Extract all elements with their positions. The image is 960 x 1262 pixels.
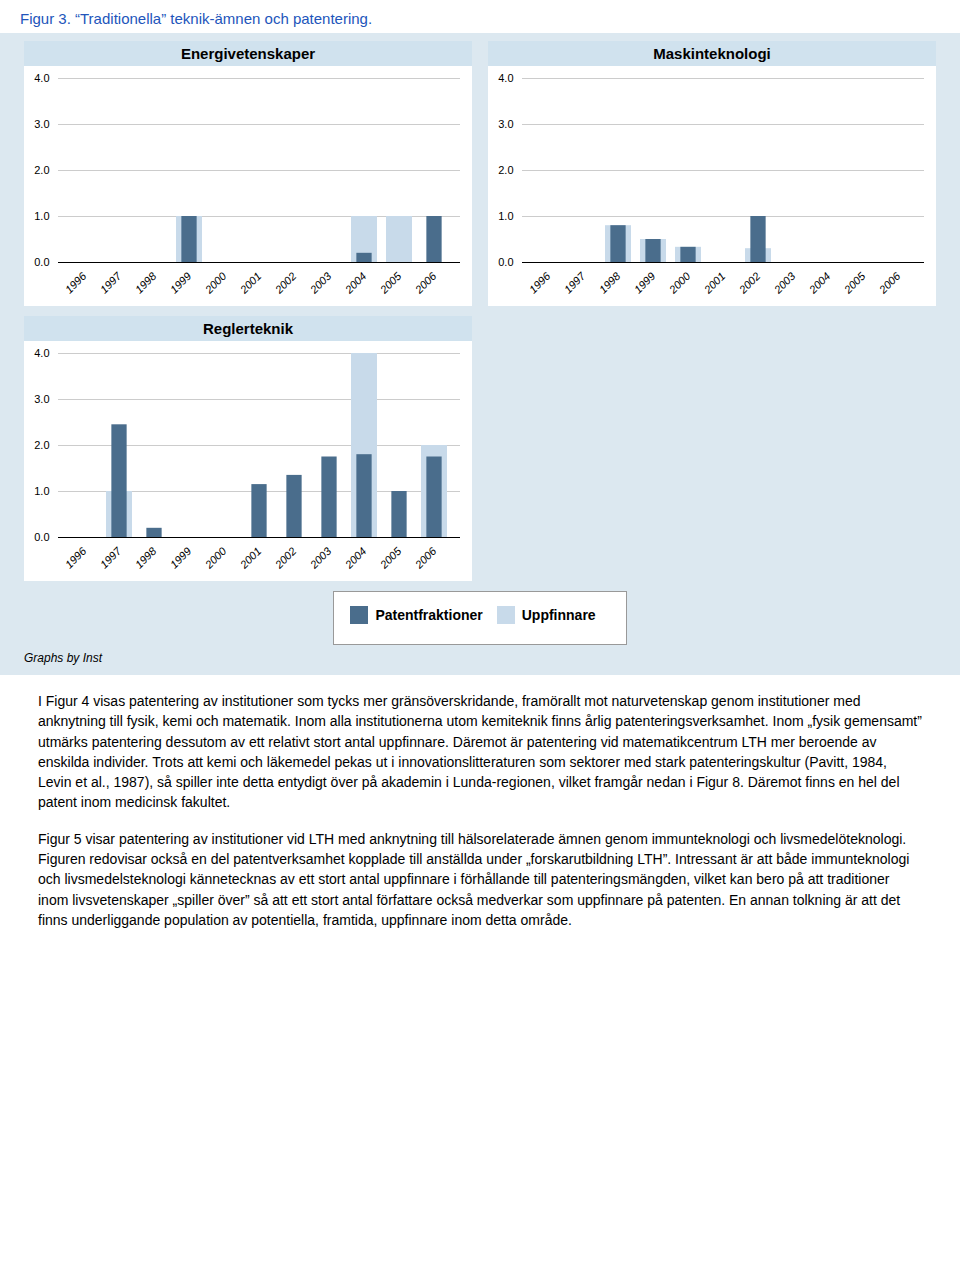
- svg-text:2004: 2004: [342, 545, 369, 572]
- svg-text:2.0: 2.0: [498, 164, 513, 176]
- svg-text:3.0: 3.0: [34, 393, 49, 405]
- svg-text:2003: 2003: [307, 269, 334, 296]
- svg-text:1997: 1997: [98, 544, 124, 570]
- html-text:Uppfinnare: Uppfinnare: [521, 606, 596, 623]
- svg-text:2006: 2006: [412, 269, 439, 296]
- svg-text:4.0: 4.0: [498, 72, 513, 84]
- svg-text:2000: 2000: [666, 269, 693, 296]
- svg-text:2000: 2000: [202, 544, 229, 571]
- svg-text:4.0: 4.0: [34, 72, 49, 84]
- svg-text:1999: 1999: [168, 270, 194, 296]
- html-text:Maskinteknologi: Maskinteknologi: [653, 45, 771, 62]
- svg-text:2005: 2005: [377, 544, 404, 571]
- svg-text:1998: 1998: [597, 269, 623, 295]
- svg-text:1999: 1999: [632, 270, 658, 296]
- svg-text:2001: 2001: [701, 270, 728, 297]
- svg-text:0.0: 0.0: [34, 531, 49, 543]
- svg-text:1996: 1996: [63, 269, 89, 295]
- svg-text:2005: 2005: [377, 269, 404, 296]
- svg-text:0.0: 0.0: [34, 256, 49, 268]
- svg-text:1998: 1998: [133, 269, 159, 295]
- html-text:Figur 3. “Traditionella” tekni: Figur 3. “Traditionella” teknik-ämnen oc…: [20, 10, 373, 27]
- svg-text:1.0: 1.0: [498, 210, 513, 222]
- svg-text:1999: 1999: [168, 545, 194, 571]
- svg-text:2002: 2002: [272, 545, 299, 572]
- html-text:I Figur 4 visas patentering av: I Figur 4 visas patentering av instituti…: [38, 693, 922, 811]
- html-text:Patentfraktioner: Patentfraktioner: [375, 606, 483, 623]
- svg-text:2001: 2001: [237, 545, 264, 572]
- svg-text:1.0: 1.0: [34, 210, 49, 222]
- html-text:Graphs by Inst: Graphs by Inst: [24, 651, 102, 665]
- svg-text:2006: 2006: [876, 269, 903, 296]
- svg-text:2002: 2002: [272, 270, 299, 297]
- svg-text:0.0: 0.0: [498, 256, 513, 268]
- svg-text:2006: 2006: [412, 544, 439, 571]
- svg-text:3.0: 3.0: [498, 118, 513, 130]
- svg-text:2001: 2001: [237, 270, 264, 297]
- svg-text:1998: 1998: [133, 544, 159, 570]
- svg-text:2003: 2003: [307, 544, 334, 571]
- html-text:Figur 5 visar patentering av i: Figur 5 visar patentering av institution…: [38, 830, 910, 928]
- svg-text:2003: 2003: [771, 269, 798, 296]
- svg-text:4.0: 4.0: [34, 347, 49, 359]
- svg-text:1997: 1997: [562, 269, 588, 295]
- svg-text:2004: 2004: [806, 270, 833, 297]
- svg-text:2.0: 2.0: [34, 439, 49, 451]
- svg-text:3.0: 3.0: [34, 118, 49, 130]
- svg-text:2005: 2005: [841, 269, 868, 296]
- svg-text:1.0: 1.0: [34, 485, 49, 497]
- svg-text:2004: 2004: [342, 270, 369, 297]
- svg-text:1996: 1996: [63, 544, 89, 570]
- svg-text:2002: 2002: [736, 270, 763, 297]
- html-text:Reglerteknik: Reglerteknik: [203, 320, 293, 337]
- html-text:Energivetenskaper: Energivetenskaper: [180, 45, 316, 62]
- svg-text:2.0: 2.0: [34, 164, 49, 176]
- svg-text:2000: 2000: [202, 269, 229, 296]
- svg-text:1996: 1996: [527, 269, 553, 295]
- svg-text:1997: 1997: [98, 269, 124, 295]
